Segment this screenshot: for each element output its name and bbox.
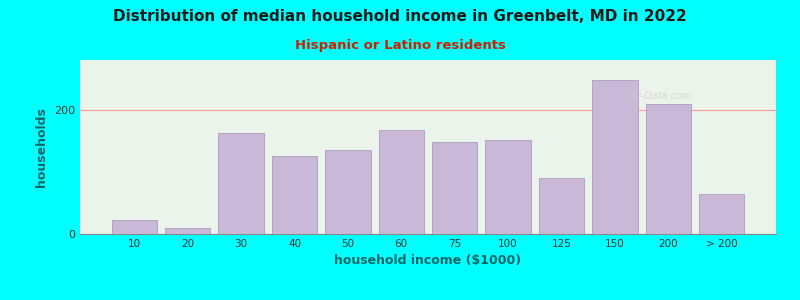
- Bar: [699, 194, 744, 234]
- Text: 🌐: 🌐: [602, 91, 608, 101]
- Text: Distribution of median household income in Greenbelt, MD in 2022: Distribution of median household income …: [113, 9, 687, 24]
- Text: City-Data.com: City-Data.com: [623, 91, 693, 101]
- Text: Hispanic or Latino residents: Hispanic or Latino residents: [294, 39, 506, 52]
- Bar: [272, 156, 318, 234]
- Bar: [378, 130, 424, 234]
- Bar: [326, 150, 370, 234]
- Bar: [538, 178, 584, 234]
- Y-axis label: households: households: [35, 107, 49, 187]
- Bar: [432, 142, 478, 234]
- Bar: [646, 103, 691, 234]
- X-axis label: household income ($1000): household income ($1000): [334, 254, 522, 267]
- Bar: [165, 228, 210, 234]
- Bar: [218, 133, 264, 234]
- Bar: [112, 220, 157, 234]
- Bar: [592, 80, 638, 234]
- Bar: [486, 140, 530, 234]
